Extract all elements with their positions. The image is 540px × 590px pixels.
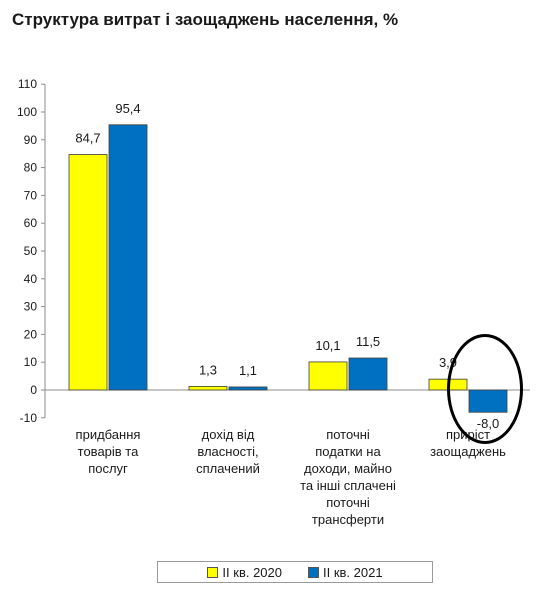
x-category-label-line: поточні [326,427,370,442]
x-category-label-line: послуг [88,461,128,476]
y-tick-label: 70 [24,188,38,202]
legend-swatch-2021 [308,566,319,578]
bar-2021-cat0 [108,124,148,391]
x-category-label-line: заощаджень [430,444,506,459]
y-tick-label: 110 [18,77,37,91]
y-tick-label: 80 [24,161,38,175]
y-tick-label: 90 [24,133,38,147]
x-category-label: поточні податки на доходи, майно та інші сп… [288,426,408,528]
legend-label-2020: II кв. 2020 [222,564,282,580]
x-category-label-line: податки на [315,444,381,459]
data-label-2020-cat2: 10,1 [315,338,340,353]
bar-2021-cat1 [228,386,268,391]
legend-item-2020: II кв. 2020 [207,565,282,580]
bar-2020-cat2 [308,361,348,391]
x-category-label-line: придбання [75,427,141,442]
x-category-label-line: поточні [326,495,370,510]
x-category-label-line: сплачений [196,461,260,476]
highlight-circle-annotation [447,334,523,444]
x-category-label-line: власності, [197,444,259,459]
legend-label-2021: II кв. 2021 [323,564,383,580]
bar-2020-cat1 [188,385,228,391]
x-category-label-line: товарів та [77,444,139,459]
chart-legend: II кв. 2020 II кв. 2021 [157,561,433,583]
y-tick-label: 0 [30,383,37,397]
y-tick-label: 50 [24,244,38,258]
y-tick-label: 100 [17,105,37,119]
y-tick-label: -10 [20,411,38,425]
y-tick-label: 40 [24,272,38,286]
y-tick-label: 60 [24,216,38,230]
y-tick-label: 10 [24,355,38,369]
data-label-2021-cat2: 11,5 [356,334,380,349]
data-label-2021-cat0: 95,4 [115,101,140,116]
data-label-2020-cat1: 1,3 [199,362,217,377]
legend-item-2021: II кв. 2021 [308,565,383,580]
bar-2020-cat0 [68,154,108,391]
y-tick-label: 30 [24,300,38,314]
bar-2021-cat2 [348,357,388,391]
x-category-label-line: та інші сплачені [300,478,396,493]
x-category-label-line: доходи, майно [304,461,392,476]
x-category-label-line: трансферти [311,512,385,527]
data-label-2020-cat0: 84,7 [75,131,100,146]
y-tick-label: 20 [24,327,38,341]
data-label-2021-cat1: 1,1 [239,363,257,378]
chart-title: Структура витрат і заощаджень населення,… [12,10,399,29]
legend-swatch-2020 [207,566,219,578]
x-category-label: придбання товарів та послуг [48,426,168,477]
x-category-label-line: дохід від [201,427,255,442]
x-category-label: дохід від власності, сплачений [168,426,288,477]
